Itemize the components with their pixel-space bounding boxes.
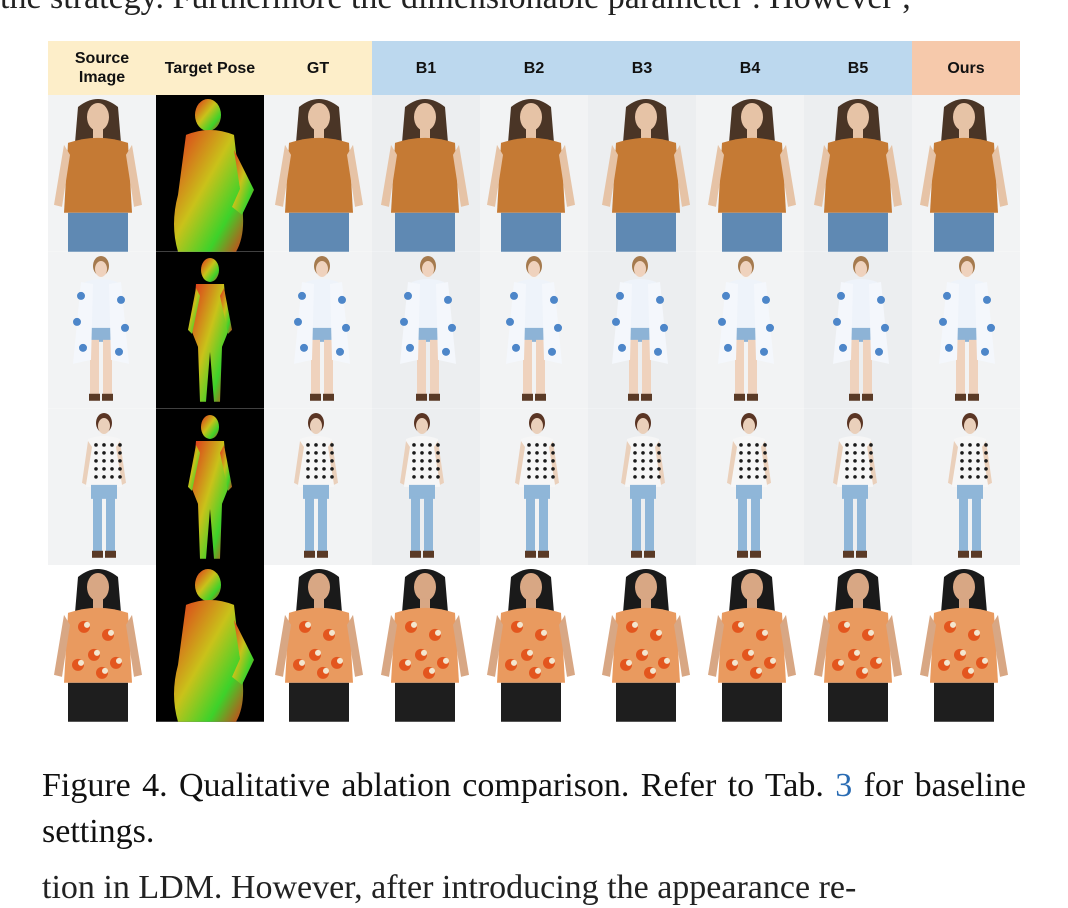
image-pose-row-1 <box>156 95 264 252</box>
image-ours-row-1 <box>912 95 1020 252</box>
image-b1-row-2 <box>372 251 480 409</box>
column-header-b2: B2 <box>480 41 588 95</box>
column-header-b5: B5 <box>804 41 912 95</box>
next-text-fragment: tion in LDM. However, after introducing … <box>42 869 857 906</box>
column-header-pose: Target Pose <box>156 41 264 95</box>
image-b4-row-3 <box>696 408 804 566</box>
image-b2-row-3 <box>480 408 588 566</box>
image-b3-row-1 <box>588 95 696 252</box>
image-b1-row-3 <box>372 408 480 566</box>
image-pose-row-3 <box>156 408 264 566</box>
image-b4-row-4 <box>696 565 804 722</box>
figure-image-grid <box>48 95 1020 722</box>
image-b1-row-4 <box>372 565 480 722</box>
image-b4-row-1 <box>696 95 804 252</box>
column-header-ours: Ours <box>912 41 1020 95</box>
image-source-row-3 <box>48 408 156 566</box>
image-b3-row-4 <box>588 565 696 722</box>
column-header-b3: B3 <box>588 41 696 95</box>
column-header-b1: B1 <box>372 41 480 95</box>
image-ours-row-4 <box>912 565 1020 722</box>
column-header-source: Source Image <box>48 41 156 95</box>
table-reference-link[interactable]: 3 <box>835 767 853 804</box>
image-ours-row-2 <box>912 251 1020 409</box>
image-b2-row-1 <box>480 95 588 252</box>
figure-caption: Figure 4. Qualitative ablation compariso… <box>42 763 1026 855</box>
image-b2-row-4 <box>480 565 588 722</box>
column-header-gt: GT <box>264 41 372 95</box>
image-gt-row-2 <box>264 251 372 409</box>
image-gt-row-3 <box>264 408 372 566</box>
image-gt-row-1 <box>264 95 372 252</box>
image-ours-row-3 <box>912 408 1020 566</box>
image-b3-row-3 <box>588 408 696 566</box>
image-b1-row-1 <box>372 95 480 252</box>
image-b5-row-4 <box>804 565 912 722</box>
caption-prefix: Figure 4. Qualitative ablation compariso… <box>42 767 836 804</box>
image-gt-row-4 <box>264 565 372 722</box>
image-b4-row-2 <box>696 251 804 409</box>
caption-suffix: for baseline settings. <box>42 767 1027 850</box>
image-source-row-4 <box>48 565 156 722</box>
image-b3-row-2 <box>588 251 696 409</box>
column-header-b4: B4 <box>696 41 804 95</box>
image-pose-row-4 <box>156 565 264 722</box>
image-b5-row-3 <box>804 408 912 566</box>
image-source-row-1 <box>48 95 156 252</box>
image-pose-row-2 <box>156 251 264 409</box>
image-b2-row-2 <box>480 251 588 409</box>
image-b5-row-2 <box>804 251 912 409</box>
figure-header-row: Source Image Target Pose GT B1 B2 B3 B4 B5 Ours <box>48 41 1020 95</box>
image-source-row-2 <box>48 251 156 409</box>
previous-text-fragment: the strategy. Furthermore the dimensiona… <box>0 0 1068 18</box>
image-b5-row-1 <box>804 95 912 252</box>
qualitative-figure: Source Image Target Pose GT B1 B2 B3 B4 B5 Ours <box>48 41 1020 722</box>
